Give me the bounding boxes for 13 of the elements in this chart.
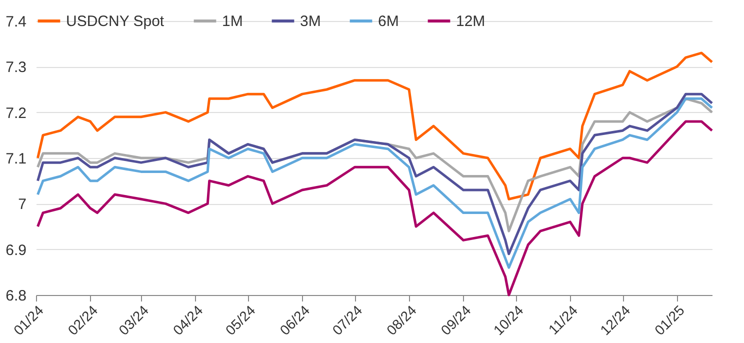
y-tick-label: 7.1 <box>6 150 26 168</box>
legend-label: 3M <box>300 13 321 30</box>
y-tick-label: 7.2 <box>6 104 26 122</box>
y-tick-label: 7.4 <box>6 14 26 30</box>
legend-label: USDCNY Spot <box>66 13 165 30</box>
y-tick-label: 6.8 <box>6 288 26 304</box>
y-tick-label: 7.3 <box>6 59 26 76</box>
legend-label: 1M <box>222 13 243 30</box>
line-series <box>36 52 714 200</box>
legend-label: 6M <box>378 13 399 30</box>
legend-label: 12M <box>456 13 486 30</box>
y-tick-label: 6.9 <box>6 242 26 259</box>
y-tick-label: 7 <box>18 196 26 214</box>
